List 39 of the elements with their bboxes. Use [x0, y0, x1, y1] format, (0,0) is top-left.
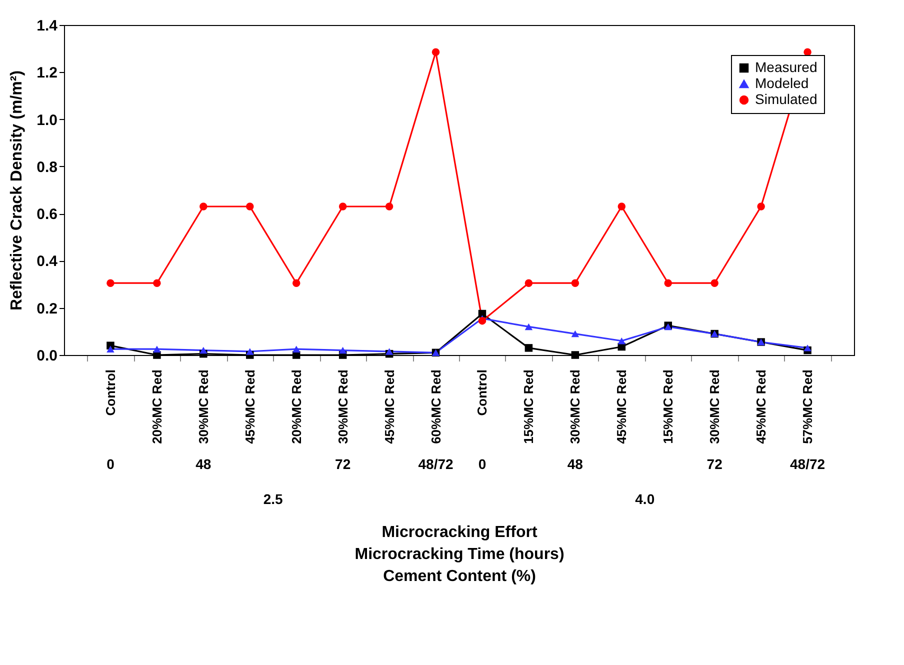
text: 0: [478, 456, 486, 472]
text: 72: [335, 456, 351, 472]
x-tick-label: 20%MC Red: [288, 369, 304, 444]
x-tick-label: 20%MC Red: [149, 369, 164, 444]
y-tick-label: 1.4: [36, 18, 58, 34]
x-tick-label: 45%MC Red: [242, 369, 258, 444]
y-tick-label: 0.6: [36, 206, 58, 224]
text: 48: [567, 456, 584, 472]
x-tick-label: 30%MC Red: [568, 369, 583, 444]
y-tick-label: 1.2: [36, 64, 58, 82]
text: 48/72: [790, 456, 826, 472]
text: 4.0: [635, 491, 655, 507]
text: 0: [106, 456, 115, 472]
x-tick-label: 30%MC Red: [707, 369, 722, 444]
x-tick-label: Control: [474, 370, 490, 416]
x-tick-label: 45%MC Red: [754, 369, 769, 444]
text: 2.5: [263, 491, 284, 507]
x-tick-label: 45%MC Red: [382, 369, 397, 444]
y-tick-label: 1.0: [36, 112, 58, 129]
legend-label: Modeled: [755, 75, 809, 91]
y-tick-label: 0.4: [36, 253, 58, 270]
x-tick-label: 15%MC Red: [660, 369, 676, 444]
y-tick-label: 0.8: [36, 158, 58, 176]
legend-label: Measured: [755, 59, 818, 75]
x-tick-label: 15%MC Red: [521, 369, 536, 444]
text: 72: [706, 456, 723, 472]
y-axis-title: Reflective Crack Density (m/m²): [8, 70, 26, 311]
y-tick-label: 0.2: [36, 300, 58, 318]
x-tick-label: 30%MC Red: [335, 369, 350, 444]
x-tick-label: 30%MC Red: [196, 369, 211, 444]
x-tick-label: 60%MC Red: [428, 369, 444, 444]
x-tick-label: 57%MC Red: [800, 369, 816, 444]
x-tick-label: Control: [102, 370, 118, 416]
text: 48: [196, 456, 212, 472]
x-tick-label: 45%MC Red: [614, 369, 630, 444]
text: 48/72: [418, 456, 454, 472]
x-axis-title: Microcracking Effort Microcracking Time (hours) Cement Content (%): [354, 524, 564, 585]
legend-label: Simulated: [755, 91, 818, 107]
y-tick-label: 0.0: [36, 348, 58, 364]
